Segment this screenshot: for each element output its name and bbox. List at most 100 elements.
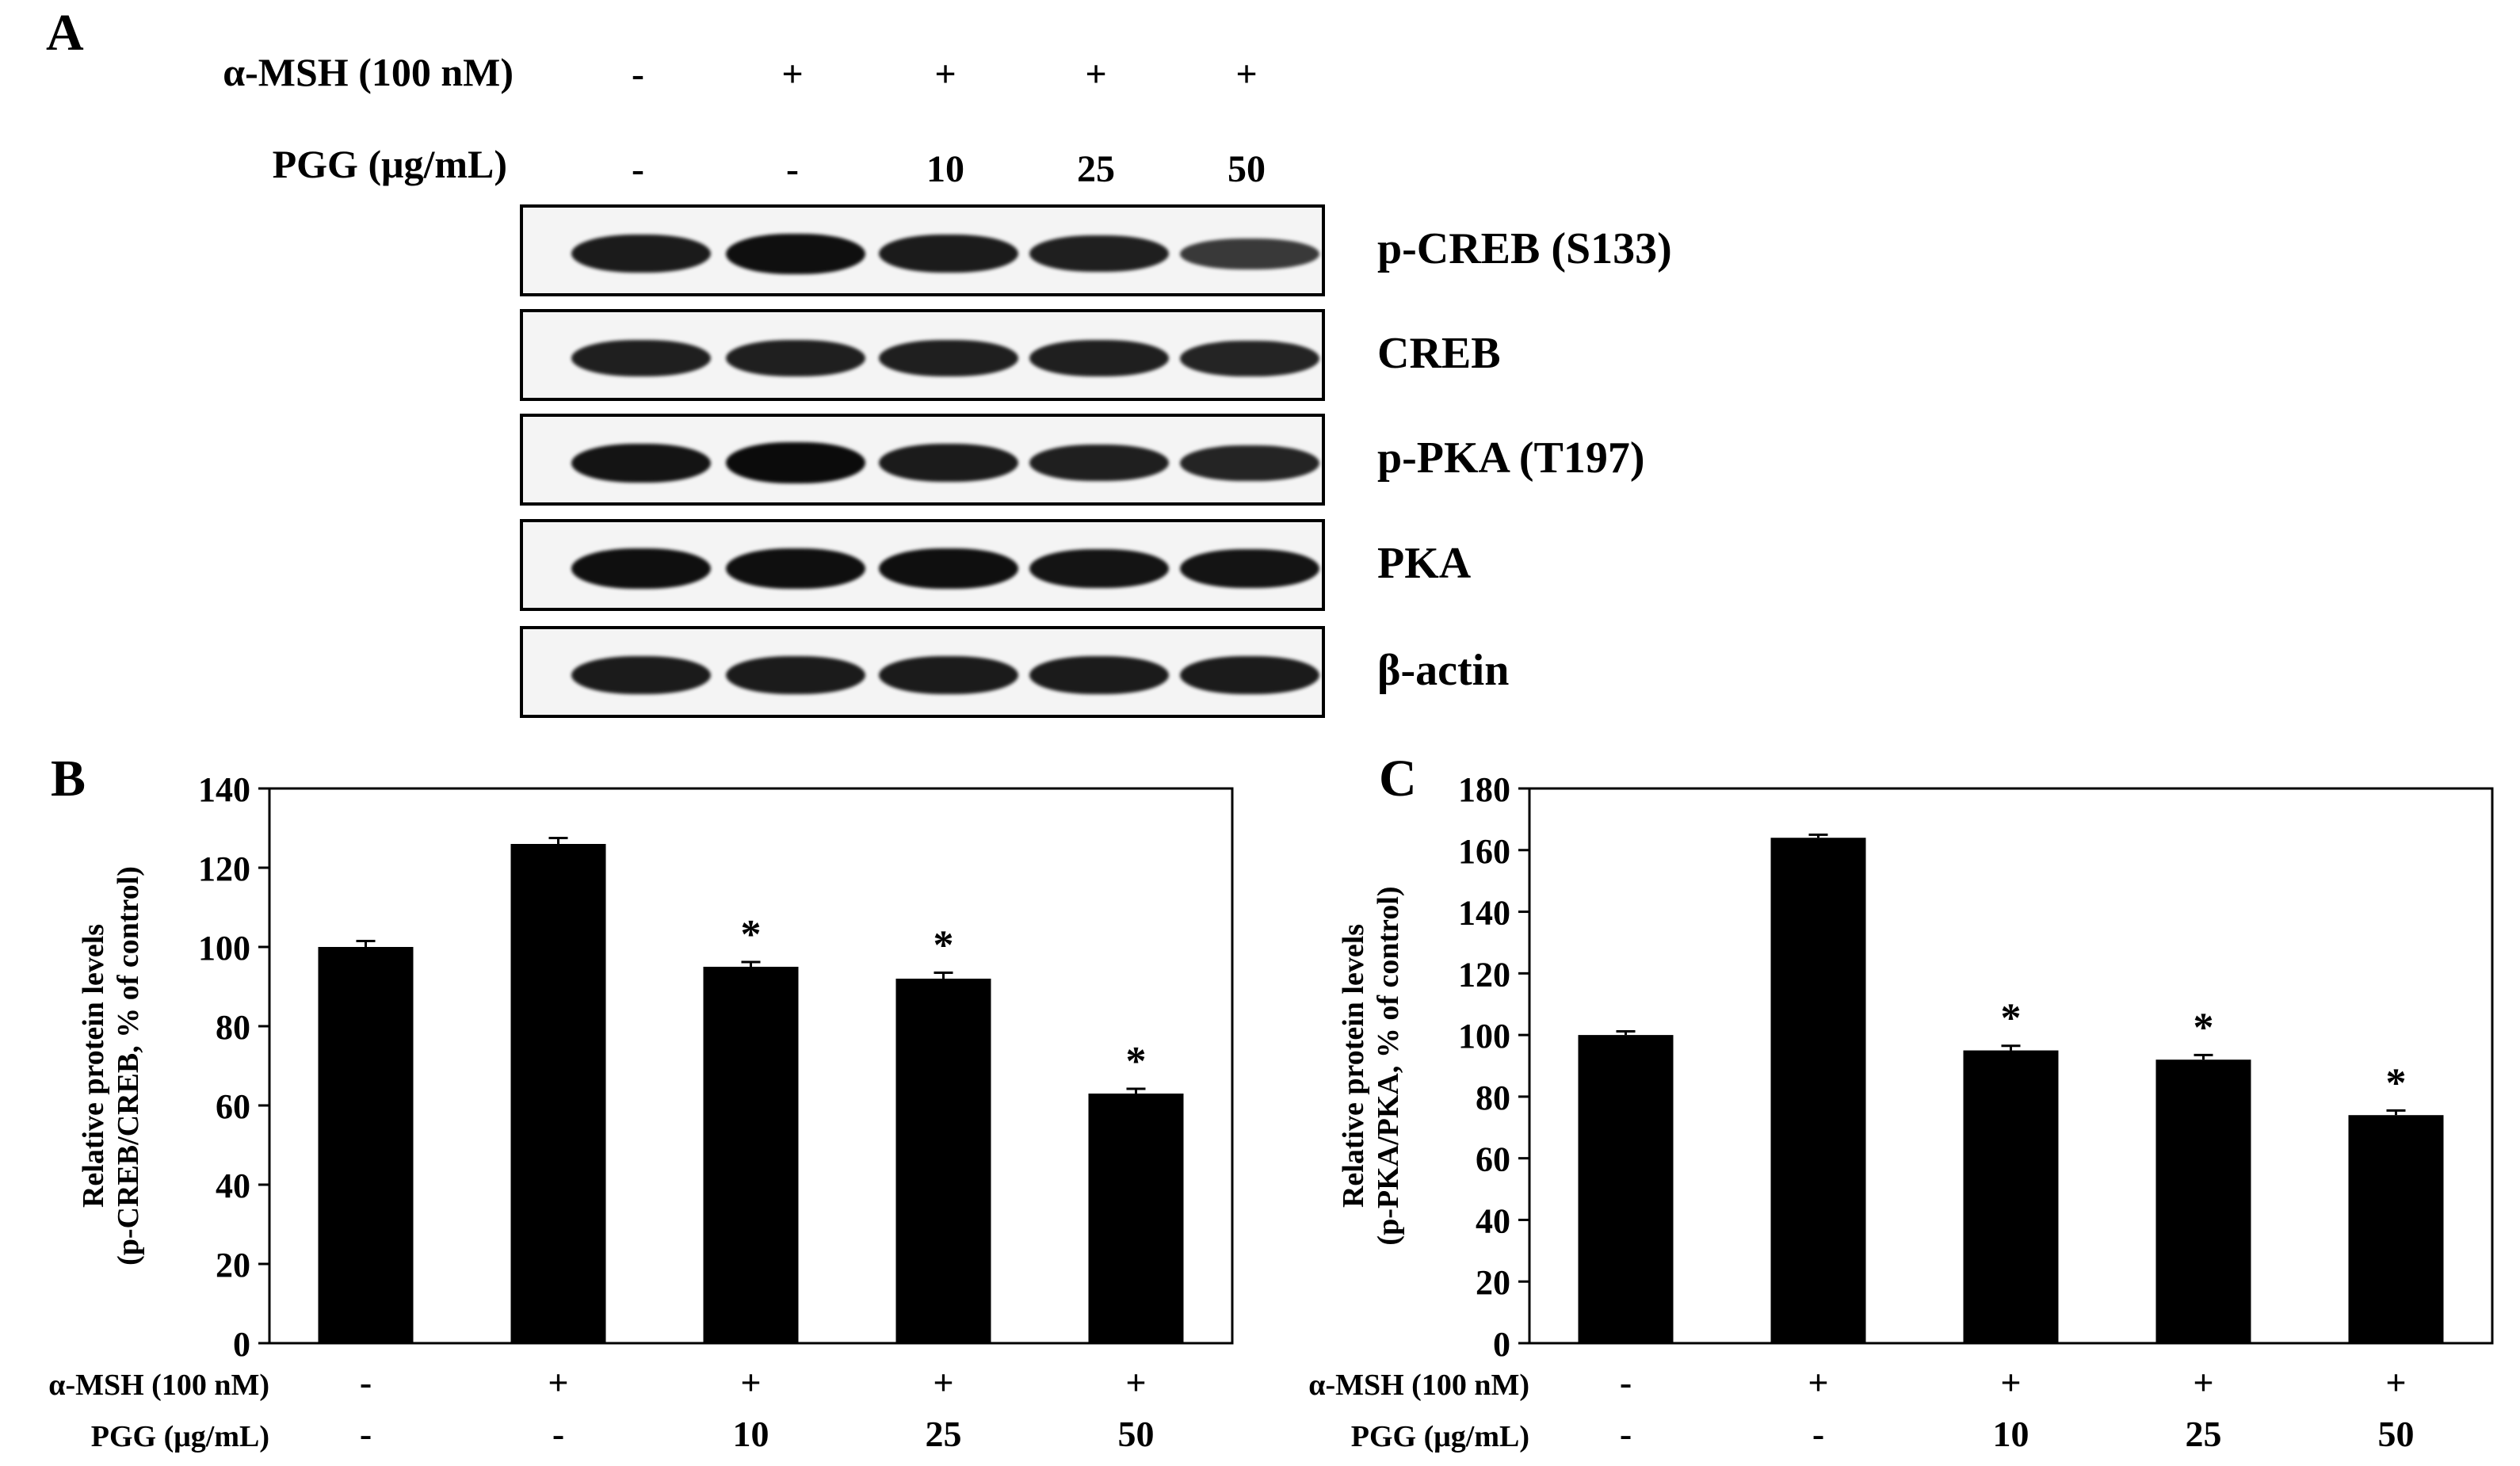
band-lane-4 <box>1029 235 1169 272</box>
pgg-value-lane-3: 10 <box>926 148 964 190</box>
msh-condition-label: α-MSH (100 nM) <box>48 1369 269 1402</box>
blot-label: p-PKA (T197) <box>1377 433 1645 483</box>
bar-4 <box>2155 1059 2251 1343</box>
y-tick-label: 120 <box>198 849 250 888</box>
y-tick-label: 40 <box>1476 1201 1510 1240</box>
band-lane-5 <box>1180 341 1319 376</box>
msh-condition-label: α-MSH (100 nM) <box>223 50 514 94</box>
msh-value-4: + <box>2193 1362 2213 1403</box>
pgg-condition-label: PGG (μg/mL) <box>272 142 507 186</box>
pgg-value-lane-2: - <box>786 148 799 190</box>
band-lane-3 <box>879 235 1018 273</box>
y-tick-label: 80 <box>1476 1079 1510 1117</box>
bar-3 <box>703 967 799 1343</box>
y-tick-label: 180 <box>1458 770 1510 809</box>
band-lane-4 <box>1029 549 1169 588</box>
chart-c: 0 20 40 60 80 100 120 140 160 180 * * * Relative prot… <box>1308 770 2494 1454</box>
y-tick-label: 40 <box>216 1166 250 1205</box>
y-axis-label: Relative protein levels (p-CREB/CREB, % o… <box>77 866 145 1266</box>
pgg-value-3: 10 <box>733 1414 769 1454</box>
band-lane-2 <box>726 548 865 589</box>
y-tick-label: 100 <box>198 929 250 968</box>
band-lane-3 <box>879 656 1018 694</box>
msh-value-lane-1: - <box>632 53 644 95</box>
bar-4 <box>895 979 991 1343</box>
y-tick-label: 60 <box>216 1087 250 1126</box>
msh-value-3: + <box>740 1362 761 1403</box>
blot-1 <box>520 309 1325 401</box>
y-tick-label: 140 <box>1458 894 1510 933</box>
band-lane-3 <box>879 548 1018 589</box>
pgg-value-2: - <box>552 1414 564 1454</box>
significance-mark-3: * <box>2001 996 2022 1041</box>
band-lane-2 <box>726 442 865 483</box>
msh-value-5: + <box>2385 1362 2406 1403</box>
pgg-value-lane-5: 50 <box>1228 148 1266 190</box>
band-lane-5 <box>1180 445 1319 481</box>
y-tick-label: 20 <box>216 1246 250 1285</box>
band-lane-1 <box>571 444 711 483</box>
y-tick-label: 120 <box>1458 955 1510 994</box>
msh-value-5: + <box>1125 1362 1146 1403</box>
y-tick-label: 140 <box>198 770 250 809</box>
pgg-value-lane-4: 25 <box>1077 148 1115 190</box>
significance-mark-5: * <box>2386 1060 2407 1105</box>
msh-value-2: + <box>548 1362 568 1403</box>
blot-2 <box>520 414 1325 506</box>
y-tick-label: 20 <box>1476 1263 1510 1302</box>
bar-3 <box>1963 1050 2059 1343</box>
blot-0 <box>520 204 1325 296</box>
msh-value-1: - <box>360 1362 372 1403</box>
msh-value-4: + <box>933 1362 953 1403</box>
bar-2 <box>1770 838 1866 1343</box>
pgg-value-4: 25 <box>926 1414 962 1454</box>
blot-4 <box>520 626 1325 718</box>
band-lane-5 <box>1180 239 1319 269</box>
pgg-value-2: - <box>1812 1414 1824 1454</box>
significance-mark-4: * <box>934 923 954 968</box>
pgg-value-5: 50 <box>2378 1414 2415 1454</box>
significance-mark-4: * <box>2194 1005 2214 1050</box>
y-tick-label: 160 <box>1458 832 1510 871</box>
pgg-value-1: - <box>1620 1414 1632 1454</box>
band-lane-3 <box>879 340 1018 376</box>
msh-value-lane-4: + <box>1085 53 1107 95</box>
pgg-value-3: 10 <box>1993 1414 2029 1454</box>
y-axis-label-line-2: (p-CREB/CREB, % of control) <box>112 866 145 1266</box>
bar-2 <box>510 844 606 1343</box>
y-axis-label-line-2: (p-PKA/PKA, % of control) <box>1372 886 1405 1245</box>
band-lane-2 <box>726 340 865 376</box>
chart-b: 0 20 40 60 80 100 120 140 * * * Relative protein le… <box>48 770 1234 1454</box>
band-lane-2 <box>726 656 865 694</box>
y-axis-label-line-1: Relative protein levels <box>1337 924 1370 1208</box>
band-lane-5 <box>1180 549 1319 588</box>
bar-1 <box>318 947 414 1343</box>
bar-5 <box>1088 1094 1184 1343</box>
blot-label: p-CREB (S133) <box>1377 224 1672 273</box>
band-lane-5 <box>1180 656 1319 694</box>
y-axis-label: Relative protein levels (p-PKA/PKA, % of … <box>1337 886 1405 1245</box>
band-lane-3 <box>879 444 1018 482</box>
pgg-value-4: 25 <box>2186 1414 2222 1454</box>
blot-3 <box>520 519 1325 611</box>
y-tick-label: 0 <box>233 1325 250 1364</box>
pgg-condition-label: PGG (μg/mL) <box>91 1420 269 1453</box>
band-lane-1 <box>571 340 711 376</box>
pgg-value-1: - <box>360 1414 372 1454</box>
msh-value-lane-3: + <box>934 53 956 95</box>
y-tick-label: 100 <box>1458 1017 1510 1056</box>
msh-value-lane-5: + <box>1235 53 1258 95</box>
pgg-value-lane-1: - <box>632 148 644 190</box>
y-tick-label: 80 <box>216 1008 250 1047</box>
panel-letter-b: B <box>51 750 86 807</box>
msh-value-lane-2: + <box>781 53 804 95</box>
blot-label: β-actin <box>1377 646 1510 695</box>
bar-1 <box>1578 1035 1674 1343</box>
band-lane-1 <box>571 656 711 694</box>
band-lane-4 <box>1029 656 1169 694</box>
band-lane-4 <box>1029 445 1169 481</box>
panel-letter-c: C <box>1379 750 1417 807</box>
y-tick-label: 0 <box>1493 1325 1510 1364</box>
y-tick-label: 60 <box>1476 1140 1510 1179</box>
y-axis-label-line-1: Relative protein levels <box>77 924 110 1208</box>
